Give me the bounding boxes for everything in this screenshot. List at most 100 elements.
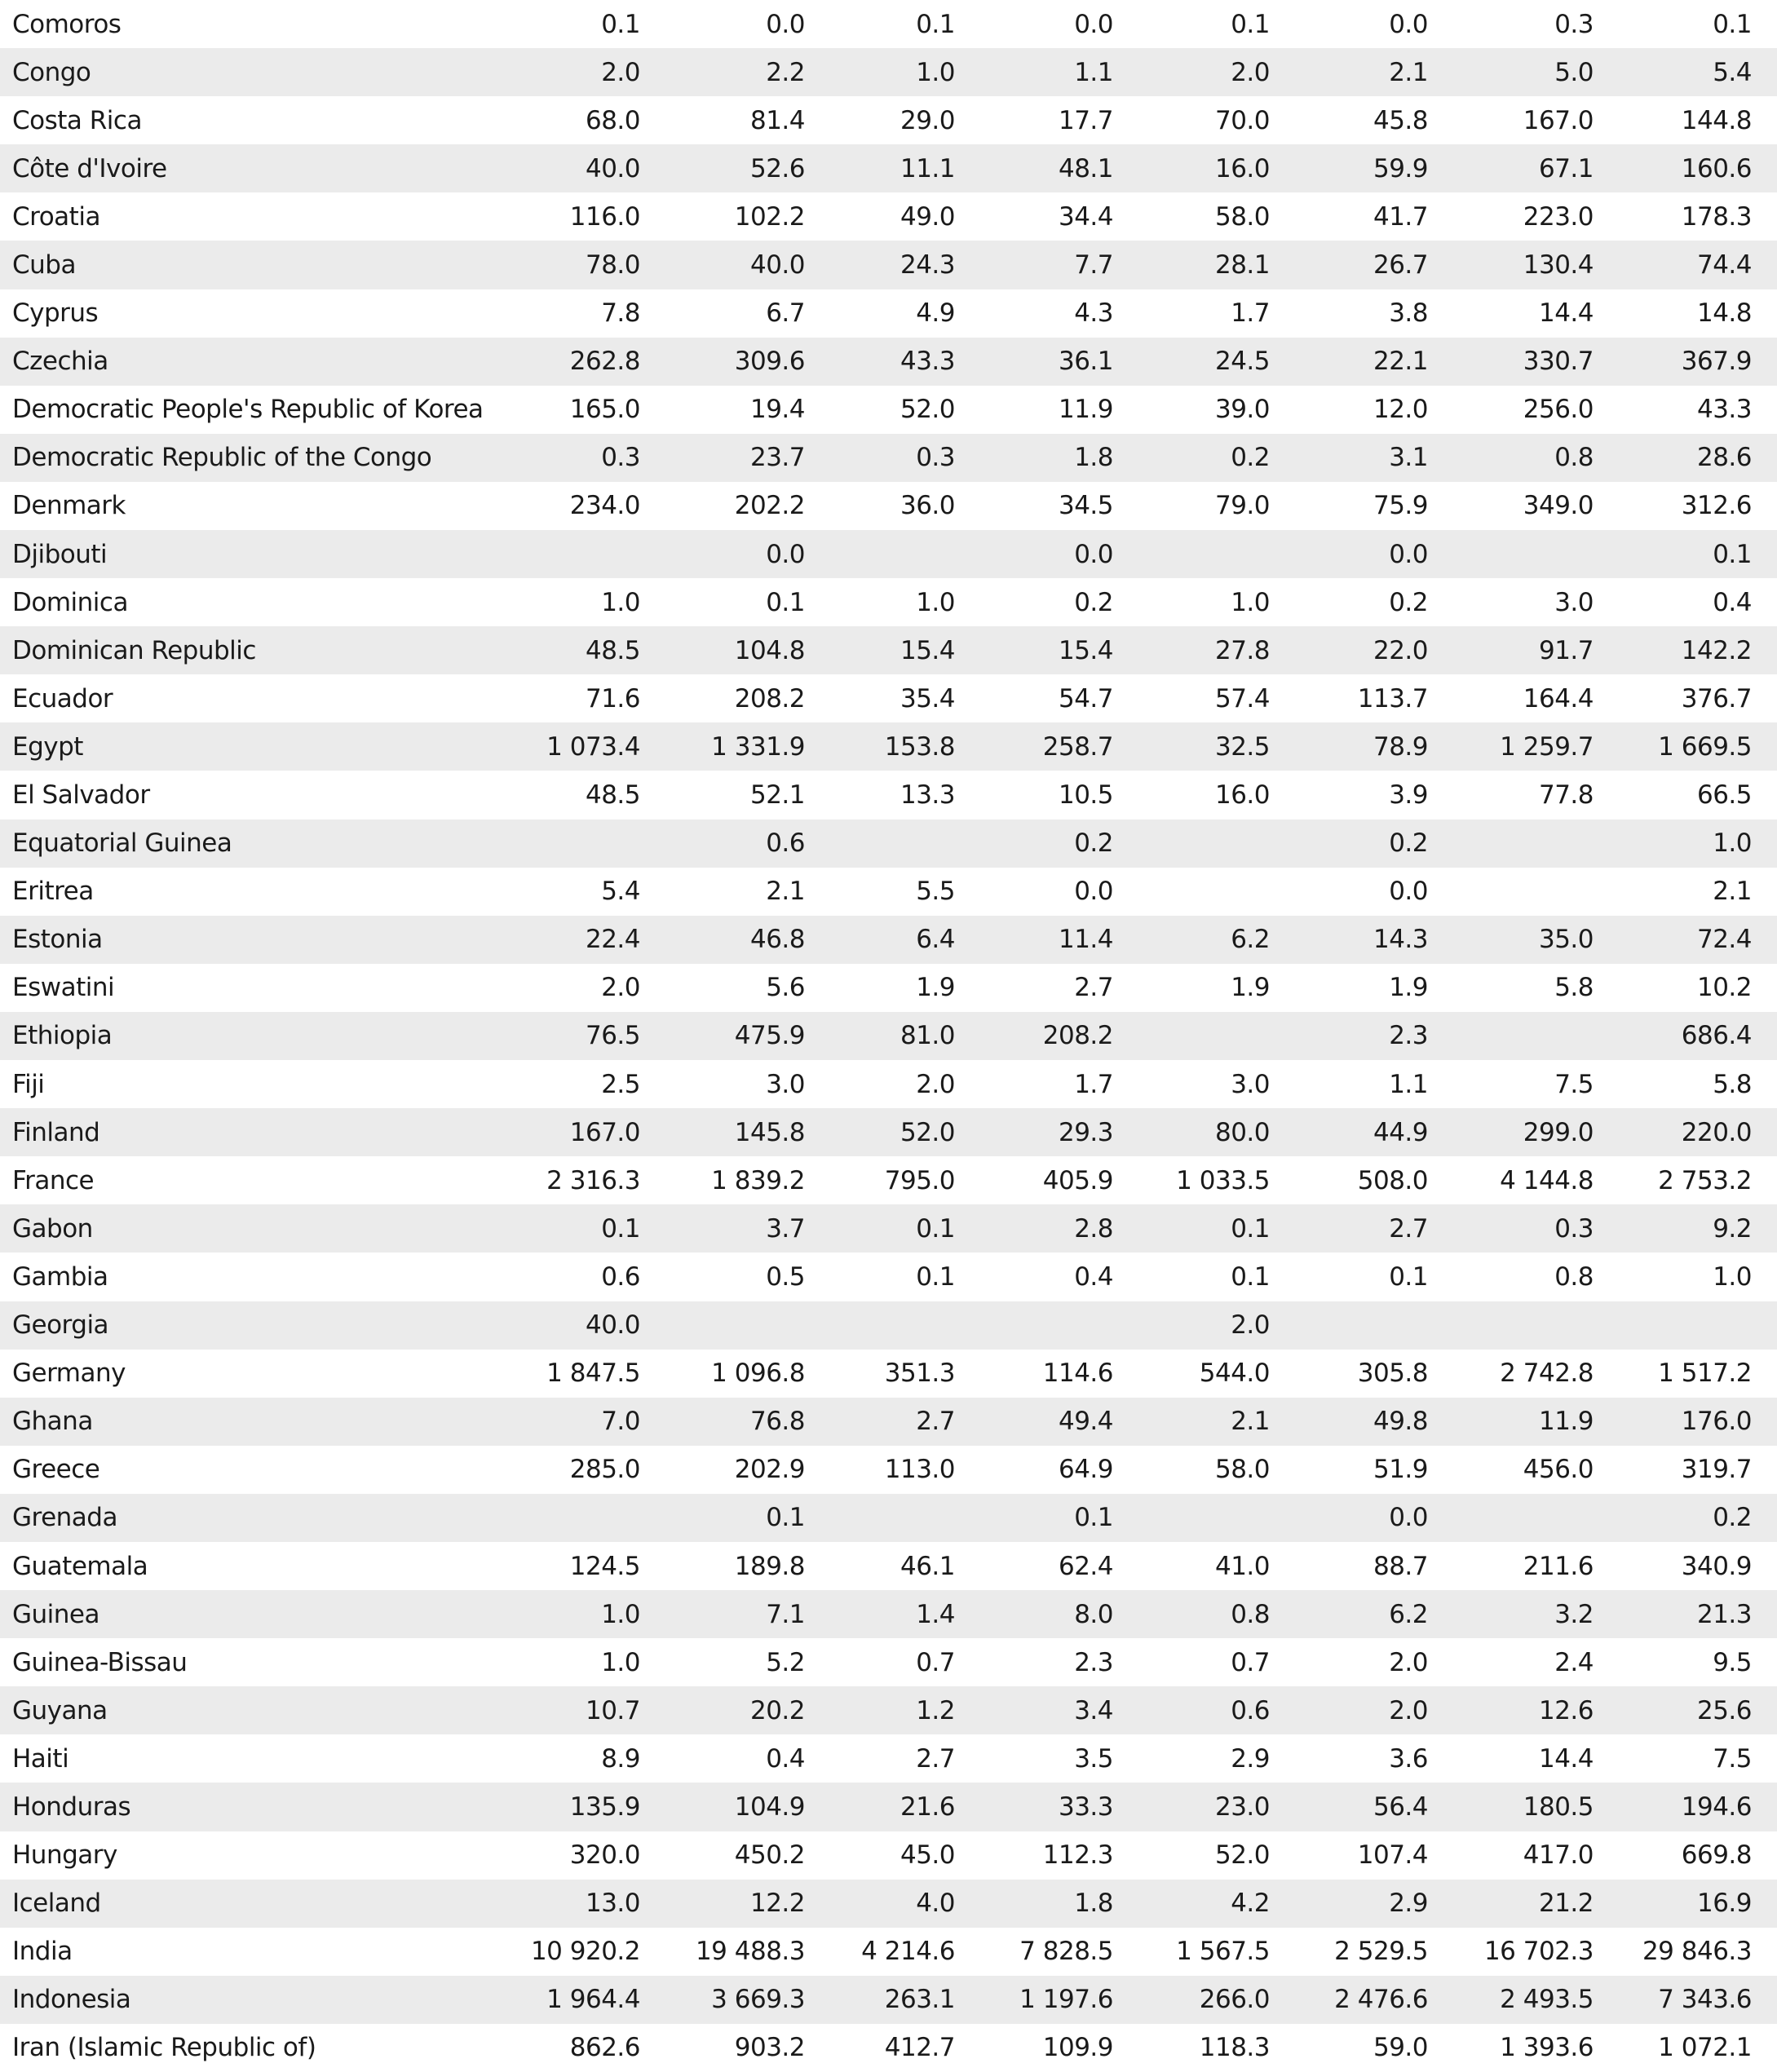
value-cell: 2 316.3 <box>546 1165 640 1195</box>
value-cell: 1.0 <box>1231 587 1270 617</box>
value-cell: 0.0 <box>766 539 805 569</box>
value-cell: 1 096.8 <box>711 1359 805 1389</box>
value-cell: 1 567.5 <box>1176 1937 1270 1967</box>
value-cell: 48.1 <box>1058 153 1114 183</box>
value-cell: 113.7 <box>1357 683 1429 713</box>
value-cell: 669.8 <box>1681 1840 1753 1871</box>
value-cell: 340.9 <box>1681 1551 1753 1581</box>
value-cell: 0.2 <box>1231 443 1270 473</box>
value-cell: 49.4 <box>1058 1407 1114 1437</box>
table-row: Czechia 262.8 309.6 43.3 36.1 24.5 22.1 330.7 36… <box>0 337 1777 386</box>
value-cell: 0.0 <box>766 9 805 39</box>
value-cell: 1 393.6 <box>1500 2033 1594 2063</box>
table-row: El Salvador 48.5 52.1 13.3 10.5 16.0 3.9 77.8 66… <box>0 771 1777 819</box>
value-cell: 2.2 <box>766 57 805 87</box>
value-cell: 0.0 <box>1389 1503 1428 1533</box>
value-cell: 91.7 <box>1538 635 1594 665</box>
country-name: Democratic Republic of the Congo <box>12 443 432 473</box>
country-name: Hungary <box>12 1840 117 1871</box>
value-cell: 3.0 <box>766 1069 805 1099</box>
value-cell: 1 839.2 <box>711 1165 805 1195</box>
value-cell: 29.0 <box>900 105 956 135</box>
value-cell: 256.0 <box>1523 395 1594 425</box>
value-cell: 62.4 <box>1058 1551 1114 1581</box>
value-cell: 2.7 <box>1074 973 1113 1003</box>
value-cell: 220.0 <box>1681 1117 1753 1147</box>
value-cell: 0.1 <box>1231 1213 1270 1244</box>
value-cell: 0.2 <box>1389 587 1428 617</box>
value-cell: 263.1 <box>884 1985 956 2015</box>
value-cell: 0.1 <box>1713 539 1752 569</box>
value-cell: 78.0 <box>585 250 641 280</box>
value-cell: 266.0 <box>1199 1985 1271 2015</box>
value-cell: 20.2 <box>749 1695 806 1725</box>
value-cell: 0.4 <box>1713 587 1752 617</box>
value-cell: 2.9 <box>1389 1889 1428 1919</box>
value-cell: 903.2 <box>734 2033 806 2063</box>
value-cell: 0.0 <box>1389 877 1428 907</box>
value-cell: 0.1 <box>601 9 640 39</box>
value-cell: 5.4 <box>601 877 640 907</box>
value-cell: 22.0 <box>1373 635 1429 665</box>
value-cell: 3 669.3 <box>711 1985 805 2015</box>
value-cell: 0.4 <box>766 1743 805 1774</box>
value-cell: 4.2 <box>1231 1889 1270 1919</box>
value-cell: 23.7 <box>749 443 806 473</box>
value-cell: 2.1 <box>1389 57 1428 87</box>
value-cell: 180.5 <box>1523 1791 1594 1822</box>
value-cell: 3.7 <box>766 1213 805 1244</box>
country-name: Guinea-Bissau <box>12 1647 188 1677</box>
value-cell: 52.0 <box>1214 1840 1271 1871</box>
value-cell: 9.2 <box>1713 1213 1752 1244</box>
table-row: France 2 316.3 1 839.2 795.0 405.9 1 033.5 508… <box>0 1156 1777 1204</box>
value-cell: 130.4 <box>1523 250 1594 280</box>
value-cell: 208.2 <box>1042 1021 1114 1051</box>
value-cell: 1.8 <box>1074 443 1113 473</box>
table-row: Grenada 0.1 0.1 0.0 0.2 <box>0 1493 1777 1542</box>
value-cell: 33.3 <box>1058 1791 1114 1822</box>
value-cell: 1.9 <box>1389 973 1428 1003</box>
country-name: Ghana <box>12 1407 93 1437</box>
value-cell: 2 476.6 <box>1334 1985 1428 2015</box>
country-name: Guatemala <box>12 1551 148 1581</box>
value-cell: 0.0 <box>1074 9 1113 39</box>
value-cell: 2.5 <box>601 1069 640 1099</box>
value-cell: 178.3 <box>1681 201 1753 232</box>
country-name: Costa Rica <box>12 105 142 135</box>
value-cell: 41.0 <box>1214 1551 1271 1581</box>
value-cell: 49.8 <box>1373 1407 1429 1437</box>
value-cell: 8.9 <box>601 1743 640 1774</box>
value-cell: 15.4 <box>1058 635 1114 665</box>
value-cell: 71.6 <box>585 683 641 713</box>
table-row: India 10 920.2 19 488.3 4 214.6 7 828.5 1 567… <box>0 1928 1777 1976</box>
value-cell: 35.0 <box>1538 925 1594 955</box>
value-cell: 14.4 <box>1538 298 1594 329</box>
value-cell: 43.3 <box>1696 395 1753 425</box>
value-cell: 25.6 <box>1696 1695 1753 1725</box>
value-cell: 1 331.9 <box>711 731 805 762</box>
value-cell: 14.4 <box>1538 1743 1594 1774</box>
value-cell: 51.9 <box>1373 1455 1429 1485</box>
table-row: Germany 1 847.5 1 096.8 351.3 114.6 544.0 305.… <box>0 1350 1777 1398</box>
value-cell: 1.0 <box>601 1599 640 1629</box>
country-name: Georgia <box>12 1310 109 1341</box>
value-cell: 27.8 <box>1214 635 1271 665</box>
country-name: Estonia <box>12 925 103 955</box>
table-row: Iceland 13.0 12.2 4.0 1.8 4.2 2.9 21.2 16.9 <box>0 1879 1777 1928</box>
value-cell: 40.0 <box>749 250 806 280</box>
table-row: Eswatini 2.0 5.6 1.9 2.7 1.9 1.9 5.8 10.2 <box>0 964 1777 1012</box>
value-cell: 79.0 <box>1214 491 1271 521</box>
value-cell: 34.4 <box>1058 201 1114 232</box>
value-cell: 1 073.4 <box>546 731 640 762</box>
value-cell: 2.7 <box>916 1743 955 1774</box>
value-cell: 2.0 <box>601 973 640 1003</box>
value-cell: 299.0 <box>1523 1117 1594 1147</box>
value-cell: 11.9 <box>1538 1407 1594 1437</box>
value-cell: 0.0 <box>1074 877 1113 907</box>
value-cell: 4 214.6 <box>861 1937 955 1967</box>
value-cell: 2 742.8 <box>1500 1359 1594 1389</box>
country-name: Eritrea <box>12 877 94 907</box>
value-cell: 81.0 <box>900 1021 956 1051</box>
value-cell: 102.2 <box>734 201 806 232</box>
